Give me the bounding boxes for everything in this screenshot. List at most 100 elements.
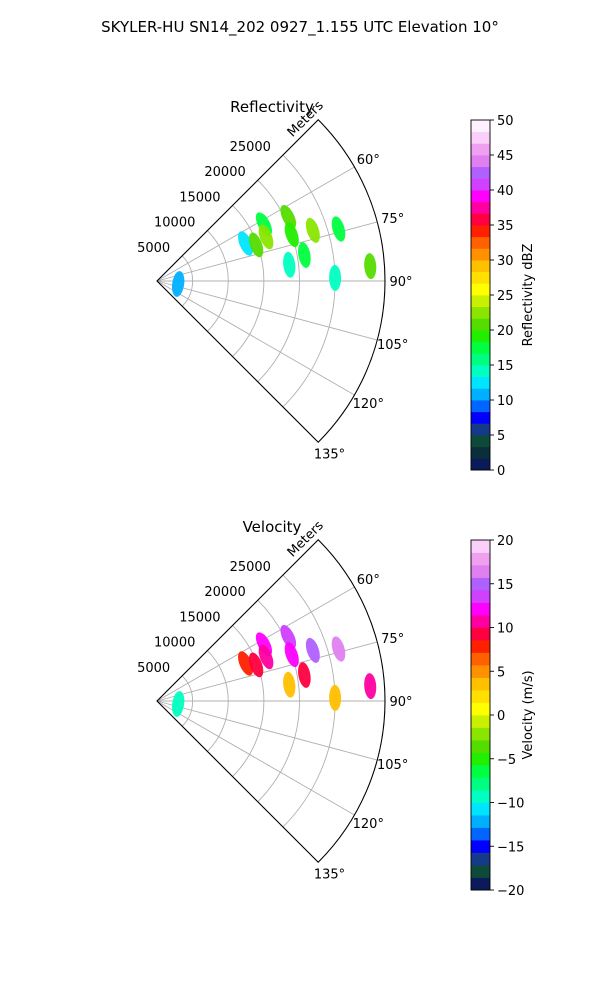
angle-tick-label: 135° [314,448,345,463]
colorbar-band [471,330,490,343]
angle-tick-label: 90° [389,275,412,290]
echo-cell [298,242,311,268]
plot-frame [156,539,386,863]
echo-cell [248,232,264,258]
colorbar-tick-label: −15 [497,840,524,855]
colorbar-band [471,166,490,179]
colorbar-band [471,640,490,653]
velocity-title: Velocity [243,518,302,536]
colorbar-band [471,318,490,331]
colorbar-band [471,271,490,284]
reflectivity-panel: Reflectivity 5000 10000 15000 20000 25000 60°… [137,98,536,479]
echo-cell [331,636,346,662]
colorbar-tick-label: 30 [497,254,514,269]
colorbar-tick-label: 15 [497,359,514,374]
colorbar-tick-label: 10 [497,622,514,637]
azimuth-spoke [156,280,355,396]
colorbar-band [471,652,490,666]
colorbar-band [471,131,490,144]
echo-cell [238,231,254,256]
echo-cell [331,216,346,242]
echo-cell [283,671,296,698]
colorbar-band [471,365,490,378]
colorbar-band [471,702,490,716]
colorbar-band [471,540,490,553]
echo-cell [364,673,377,700]
colorbar-tick-label: 40 [497,184,514,199]
colorbar-band [471,388,490,401]
colorbar-band [471,236,490,249]
colorbar-tick-label: −20 [497,884,524,899]
colorbar-band [471,602,490,616]
radial-tick-label: 5000 [137,661,170,676]
radial-tick-label: 20000 [204,585,245,600]
colorbar-band [471,565,490,578]
echo-cell [284,222,299,248]
colorbar-tick-label: 20 [497,534,514,549]
echo-cell [258,224,274,250]
colorbar-band [471,590,490,603]
plot-frame [156,119,386,443]
velocity-panel: Velocity 5000 10000 15000 20000 25000 60° 75° 9… [137,518,536,899]
colorbar-band [471,120,490,133]
colorbar-band [471,260,490,273]
colorbar-band [471,411,490,424]
colorbar-tick-label: 5 [497,665,505,680]
colorbar-band [471,143,490,156]
colorbar-band [471,852,490,866]
colorbar-label: Velocity (m/s) [521,670,536,759]
echo-cell [298,662,311,688]
colorbar-band [471,877,490,891]
echo-cell [238,651,254,676]
echo-cell [280,624,297,649]
colorbar-band [471,727,490,741]
colorbar-band [471,752,490,766]
colorbar-band [471,341,490,354]
echo-cell [283,251,296,278]
echo-cell [305,217,320,243]
echo-cell [280,204,297,229]
colorbar-band [471,400,490,413]
colorbar-band [471,306,490,319]
figure-title: SKYLER-HU SN14_202 0927_1.155 UTC Elevat… [101,18,499,37]
colorbar-band [471,213,490,226]
colorbar-band [471,802,490,816]
radial-tick-label: 20000 [204,165,245,180]
azimuth-spoke [156,700,378,761]
colorbar-tick-label: 5 [497,429,505,444]
colorbar-tick-label: 25 [497,289,514,304]
radial-tick-label: 15000 [179,190,220,205]
colorbar-band [471,627,490,641]
colorbar-band [471,178,490,191]
colorbar-band [471,790,490,803]
colorbar-band [471,376,490,389]
azimuth-spoke [156,586,355,702]
colorbar-band [471,295,490,308]
colorbar-tick-label: 15 [497,578,514,593]
colorbar-band [471,446,490,459]
colorbar-band [471,765,490,778]
azimuth-spoke [156,700,355,816]
colorbar-tick-label: 50 [497,114,514,129]
colorbar-band [471,690,490,703]
colorbar-band [471,353,490,366]
colorbar-band [471,248,490,261]
echo-cell [284,642,299,668]
colorbar-band [471,201,490,214]
angle-tick-label: 120° [353,397,384,412]
colorbar-tick-label: −10 [497,797,524,812]
angle-tick-label: 120° [353,817,384,832]
colorbar-band [471,155,490,168]
angle-tick-label: 105° [377,758,408,773]
colorbar-band [471,190,490,203]
colorbar-band [471,435,490,448]
colorbar-tick-label: 0 [497,464,505,479]
echo-cell [171,271,185,297]
angle-tick-label: 105° [377,338,408,353]
colorbar-band [471,283,490,296]
azimuth-spoke [156,280,378,341]
radial-tick-label: 10000 [154,636,195,651]
colorbar-tick-label: 45 [497,149,514,164]
colorbar-label: Reflectivity dBZ [521,244,536,347]
